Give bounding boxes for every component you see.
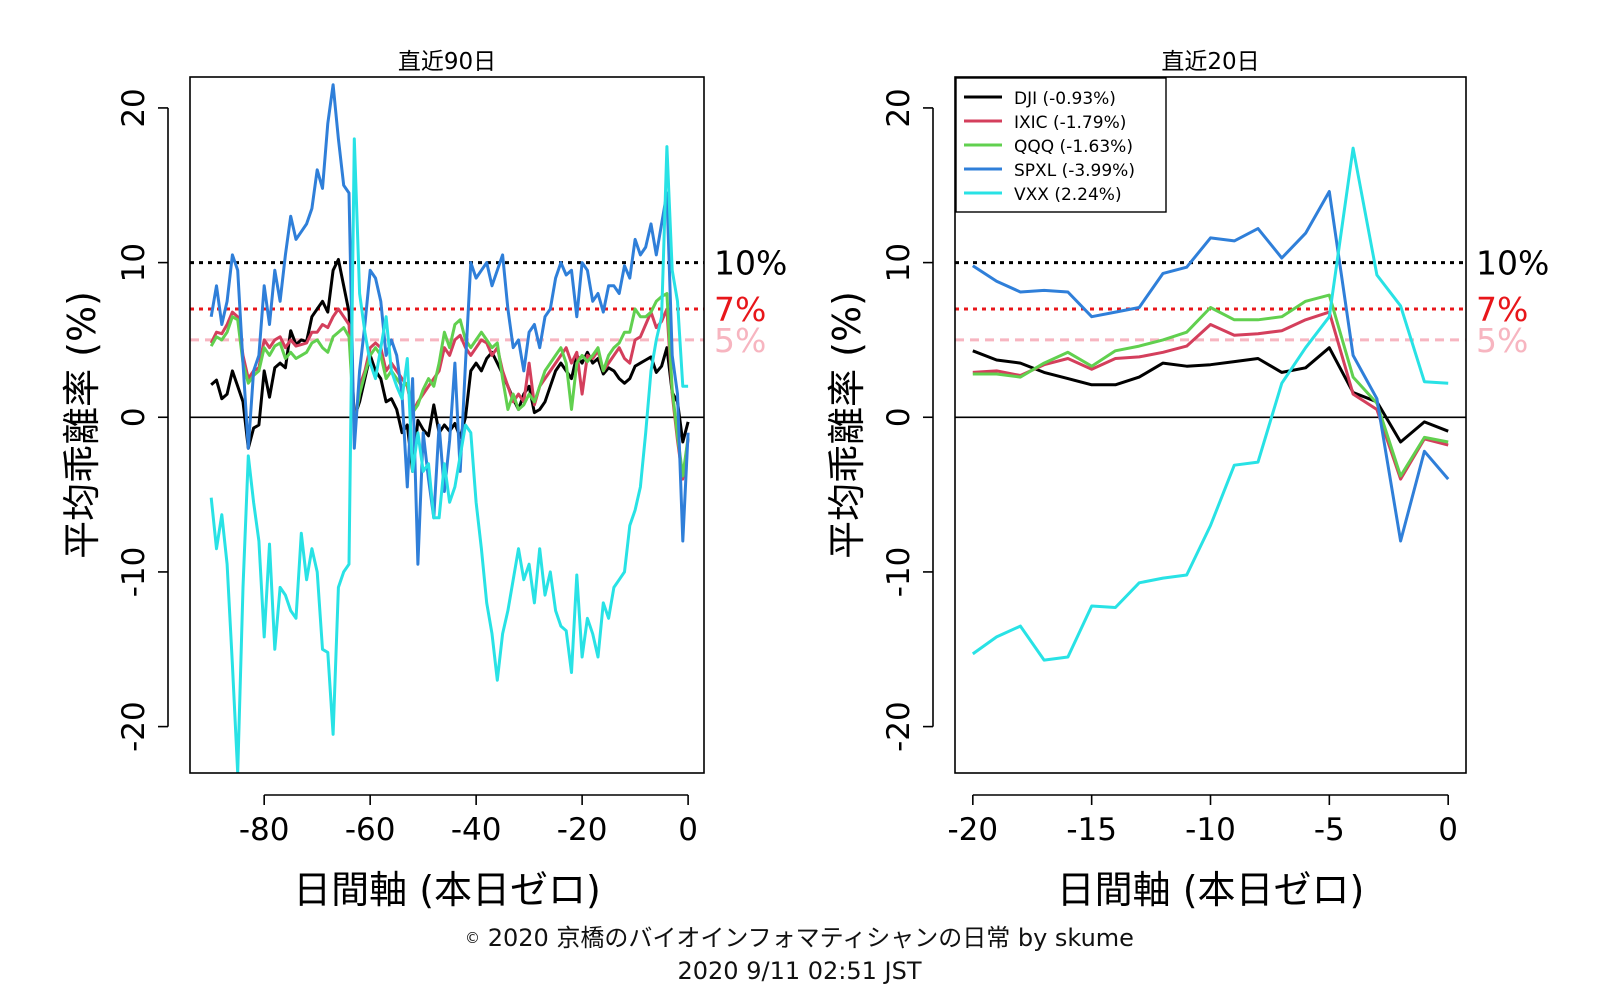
panel2-series-line-2 [972, 310, 1449, 481]
panel2-legend-label-3: QQQ (-1.63%) [1014, 137, 1133, 157]
panel1-reference-label-5pct: 5% [714, 321, 766, 360]
panel1-x-tick-label-4: 0 [678, 812, 698, 848]
panel2-legend-label-1: DJI (-0.93%) [1014, 89, 1116, 109]
panel1-plot-frame [189, 76, 705, 774]
panel1-series-line-4 [209, 83, 690, 566]
panel1-y-tick-label-2: 0 [116, 407, 152, 427]
panel1-x-axis-title: 日間軸 (本日ゼロ) [293, 868, 601, 912]
panel2-reference-label-10pct: 10% [1476, 244, 1549, 283]
panel1-x-tick-label-3: -20 [557, 812, 608, 848]
panel2-x-tick-label-1: -15 [1066, 812, 1117, 848]
panel2-reference-label-5pct: 5% [1476, 321, 1528, 360]
panel1-reference-label-10pct: 10% [714, 244, 787, 283]
panel2-x-tick-label-2: -10 [1185, 812, 1236, 848]
panel2-plot-frame [954, 76, 1467, 774]
panel2-y-tick-label-3: 10 [881, 243, 917, 282]
panel2-legend-label-2: IXIC (-1.79%) [1014, 113, 1126, 133]
panel2-x-tick-label-4: 0 [1438, 812, 1458, 848]
timestamp-footer: 2020 9/11 02:51 JST [677, 957, 922, 985]
panel2-title: 直近20日 [1161, 49, 1259, 75]
copyright-text: 2020 京橋のバイオインフォマティシャンの日常 by skume [487, 924, 1134, 952]
panel1-y-tick-label-0: -20 [116, 701, 152, 752]
panel1-x-tick-label-1: -60 [345, 812, 396, 848]
panel1-y-tick-label-3: 10 [116, 243, 152, 282]
panel2-series-line-4 [971, 190, 1450, 543]
panel2-x-axis-title: 日間軸 (本日ゼロ) [1057, 868, 1365, 912]
panel1-series-line-3 [209, 292, 690, 478]
panel1-x-tick-label-0: -80 [239, 812, 290, 848]
panel2-y-tick-label-1: -10 [881, 547, 917, 598]
panel1-title: 直近90日 [398, 49, 496, 75]
panel1-series-line-5 [209, 137, 689, 773]
panel1-series-line-2 [209, 307, 690, 481]
panel2-series-line-1 [972, 346, 1449, 444]
panel2-y-axis-title: 平均乖離率 (%) [825, 291, 869, 559]
panel1-x-tick-label-2: -40 [451, 812, 502, 848]
panel1-y-tick-label-4: 20 [116, 88, 152, 127]
panel2-x-tick-label-3: -5 [1314, 812, 1345, 848]
panel2-legend-label-4: SPXL (-3.99%) [1014, 161, 1135, 181]
panel2-series-line-5 [971, 146, 1449, 662]
copyright-footer: © 2020 京橋のバイオインフォマティシャンの日常 by skume [0, 918, 1599, 953]
panel1-reference-label-7pct: 7% [714, 290, 766, 329]
copyright-symbol: © [465, 929, 481, 947]
panel2-y-tick-label-4: 20 [881, 88, 917, 127]
panel2-x-tick-label-0: -20 [948, 812, 999, 848]
panel2-legend-label-5: VXX (2.24%) [1014, 185, 1122, 205]
panel2-y-tick-label-2: 0 [881, 407, 917, 427]
panel2-reference-label-7pct: 7% [1476, 290, 1528, 329]
panel1-y-axis-title: 平均乖離率 (%) [60, 291, 104, 559]
panel2-series-line-3 [972, 293, 1449, 478]
panel1-y-tick-label-1: -10 [116, 547, 152, 598]
panel2-y-tick-label-0: -20 [881, 701, 917, 752]
